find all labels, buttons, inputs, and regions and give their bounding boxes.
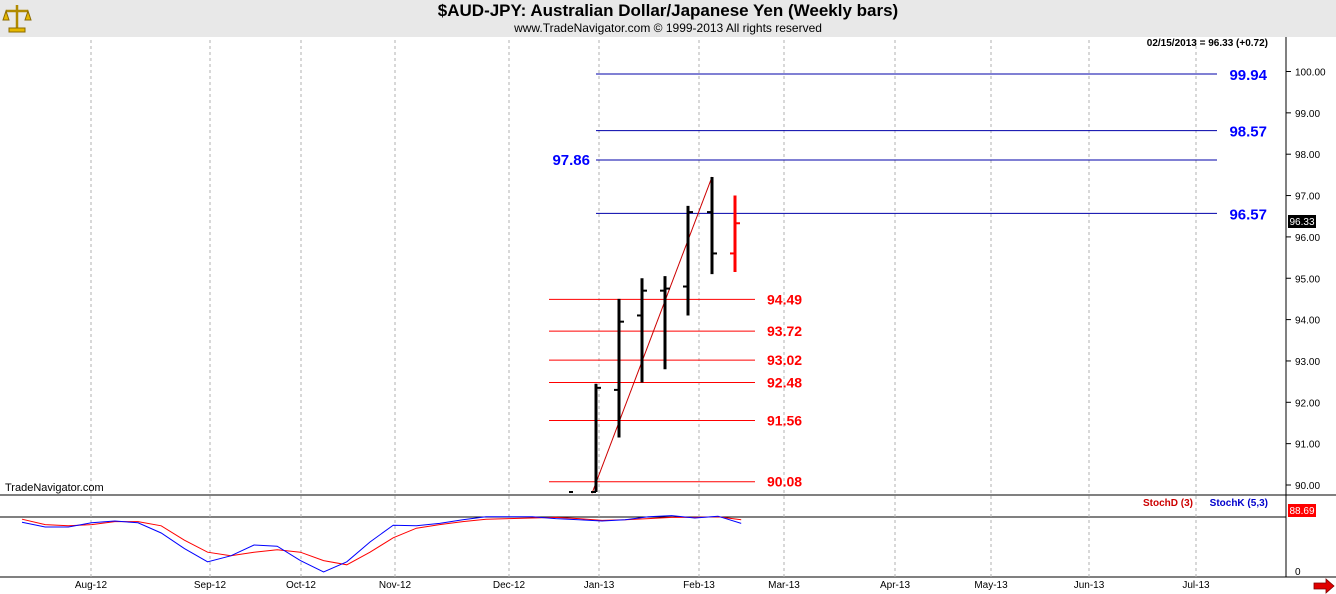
support-level-label: 92.48 <box>767 374 802 390</box>
price-tick-label: 99.00 <box>1295 109 1320 120</box>
support-level-label: 93.02 <box>767 352 802 368</box>
scales-icon <box>2 5 32 33</box>
current-price-label: 96.33 <box>1289 217 1314 228</box>
price-tick-label: 97.00 <box>1295 192 1320 203</box>
price-bar <box>707 176 717 275</box>
date-tick-label: Oct-12 <box>286 580 316 591</box>
stoch-k-line <box>21 515 742 573</box>
resistance-level-label: 98.57 <box>1229 124 1267 141</box>
price-bar <box>683 205 693 316</box>
price-tick-label: 94.00 <box>1295 316 1320 327</box>
stoch-axis-zero: 0 <box>1295 567 1301 578</box>
resistance-level-label: 99.94 <box>1229 67 1267 84</box>
date-tick-label: Apr-13 <box>880 580 910 591</box>
price-tick-label: 96.00 <box>1295 233 1320 244</box>
current-price-box <box>1288 215 1316 228</box>
scroll-right-arrow-icon[interactable] <box>1311 578 1336 594</box>
date-tick-label: Jan-13 <box>584 580 615 591</box>
date-tick-label: Sep-12 <box>194 580 227 591</box>
price-tick-label: 92.00 <box>1295 398 1320 409</box>
stoch-d-legend: StochD (3) <box>1143 498 1193 509</box>
date-tick-label: Jul-13 <box>1182 580 1210 591</box>
stoch-k-legend: StochK (5,3) <box>1210 498 1268 509</box>
trend-line <box>591 176 713 494</box>
date-tick-label: May-13 <box>974 580 1008 591</box>
price-bar <box>660 276 670 370</box>
stoch-value-box <box>1288 504 1316 517</box>
date-tick-label: Feb-13 <box>683 580 715 591</box>
support-level-label: 94.49 <box>767 291 802 307</box>
price-bar <box>614 298 624 438</box>
watermark-text: TradeNavigator.com <box>5 482 104 494</box>
price-bar <box>637 278 647 383</box>
date-tick-label: Nov-12 <box>379 580 412 591</box>
price-tick-label: 93.00 <box>1295 357 1320 368</box>
copyright-line: www.TradeNavigator.com © 1999-2013 All r… <box>514 21 822 35</box>
price-bar <box>591 383 601 493</box>
price-tick-label: 91.00 <box>1295 440 1320 451</box>
date-tick-label: Dec-12 <box>493 580 526 591</box>
chart-title: $AUD-JPY: Australian Dollar/Japanese Yen… <box>437 1 899 20</box>
support-level-label: 91.56 <box>767 412 802 428</box>
resistance-level-label: 96.57 <box>1229 206 1267 223</box>
stoch-value-label: 88.69 <box>1289 506 1314 517</box>
chart-header <box>0 0 1336 37</box>
support-level-label: 93.72 <box>767 323 802 339</box>
date-tick-label: Aug-12 <box>75 580 108 591</box>
stoch-d-line <box>21 516 742 566</box>
price-tick-label: 100.00 <box>1295 68 1326 79</box>
last-quote-text: 02/15/2013 = 96.33 (+0.72) <box>1147 38 1268 49</box>
date-tick-label: Mar-13 <box>768 580 800 591</box>
price-tick-label: 98.00 <box>1295 150 1320 161</box>
price-tick-label: 90.00 <box>1295 481 1320 492</box>
date-tick-label: Jun-13 <box>1074 580 1105 591</box>
price-tick-label: 95.00 <box>1295 274 1320 285</box>
resistance-level-label: 97.86 <box>552 152 590 169</box>
current-price-bar <box>730 195 740 273</box>
support-level-label: 90.08 <box>767 474 802 490</box>
